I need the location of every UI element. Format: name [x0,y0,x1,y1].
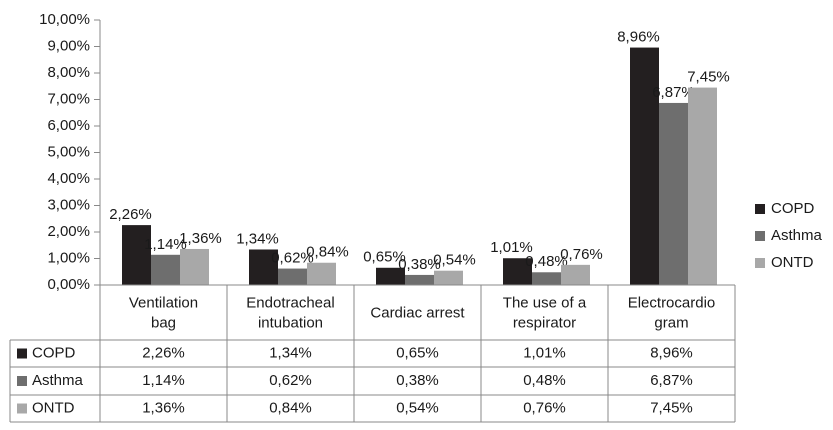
y-tick-label: 3,00% [47,196,90,213]
bar [630,47,659,286]
table-cell: 1,01% [523,344,566,361]
bar [278,268,307,285]
value-label: 0,84% [306,244,349,261]
bar [151,254,180,285]
x-tick-label: Electrocardio gram [628,294,716,331]
x-tick-label: The use of a respirator [503,294,587,331]
value-label: 0,65% [363,249,406,266]
x-tick-label: Endotracheal intubation [246,294,334,331]
value-label: 0,38% [398,256,441,273]
y-tick-label: 7,00% [47,90,90,107]
value-label: 0,48% [525,253,568,270]
table-cell: 0,76% [523,399,566,416]
y-tick-label: 6,00% [47,117,90,134]
table-row-label: Asthma [32,372,84,389]
value-label: 1,14% [144,236,187,253]
value-label: 0,62% [271,250,314,267]
table-cell: 6,87% [650,372,693,389]
bar [434,270,463,285]
table-legend-key [17,348,27,359]
table-legend-key [17,376,27,386]
x-tick-label: Ventilation bag [129,294,198,331]
x-tick-label: Cardiac arrest [370,304,465,321]
value-label: 1,36% [179,230,222,247]
table-cell: 0,54% [396,399,439,416]
table-legend-key [17,403,27,414]
table-cell: 1,14% [142,372,185,389]
y-tick-label: 8,00% [47,64,90,81]
table-row-label: ONTD [32,399,75,416]
bar [688,87,717,285]
y-tick-label: 9,00% [47,37,90,54]
value-label: 1,01% [490,239,533,256]
table-cell: 0,48% [523,372,566,389]
legend-key [755,258,765,268]
table-cell: 0,38% [396,372,439,389]
bar [307,262,336,285]
value-label: 6,87% [652,84,695,101]
bar [249,249,278,285]
legend-key [755,231,765,241]
bar [376,267,405,285]
table-cell: 8,96% [650,344,693,361]
bar [405,274,434,285]
legend-label: ONTD [771,254,814,271]
table-cell: 2,26% [142,344,185,361]
value-label: 8,96% [617,29,660,46]
value-label: 0,76% [560,246,603,263]
y-tick-label: 10,00% [39,11,90,28]
bar [532,272,561,285]
value-label: 0,54% [433,252,476,269]
table-cell: 0,62% [269,372,312,389]
bar [503,258,532,285]
table-cell: 1,36% [142,399,185,416]
bar [122,225,151,285]
value-label: 7,45% [687,69,730,86]
y-tick-label: 0,00% [47,276,90,293]
y-tick-label: 1,00% [47,249,90,266]
bar [659,102,688,285]
bar [180,248,209,285]
bar [561,264,590,285]
legend-label: COPD [771,200,815,217]
table-cell: 0,84% [269,399,312,416]
legend-key [755,204,765,214]
y-tick-label: 5,00% [47,143,90,160]
legend-label: Asthma [771,227,823,244]
table-cell: 1,34% [269,344,312,361]
value-label: 2,26% [109,206,152,223]
value-label: 1,34% [236,230,279,247]
table-cell: 0,65% [396,344,439,361]
table-cell: 7,45% [650,399,693,416]
y-tick-label: 2,00% [47,223,90,240]
y-tick-label: 4,00% [47,170,90,187]
table-row-label: COPD [32,344,76,361]
